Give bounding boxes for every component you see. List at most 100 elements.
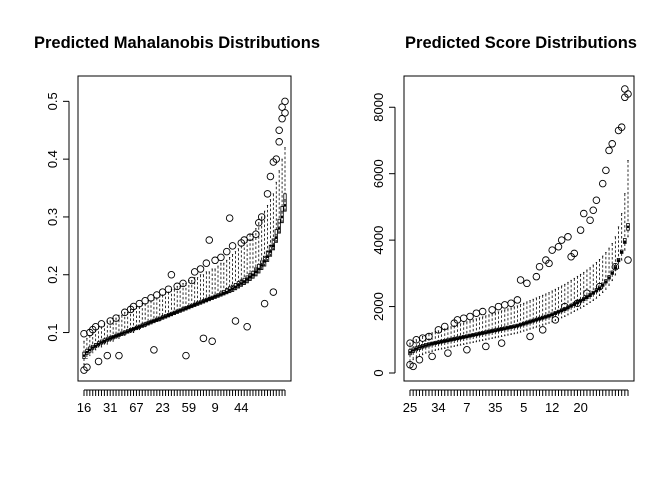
outlier-point: [83, 363, 91, 371]
outlier-point: [281, 109, 289, 117]
outlier-point: [103, 351, 112, 360]
outlier-point: [281, 97, 289, 106]
box-group: [547, 292, 551, 324]
box-group: [458, 323, 463, 346]
box-group: [433, 331, 438, 351]
box-group: [512, 306, 516, 335]
outlier-point: [497, 339, 506, 347]
outlier-point: [112, 314, 120, 322]
outlier-point: [595, 282, 604, 291]
x-tick-label: 44: [234, 400, 248, 415]
box-group: [427, 333, 431, 353]
x-tick-label: 67: [129, 400, 143, 415]
outlier-point: [598, 179, 607, 188]
box-group: [108, 320, 112, 342]
box-group: [610, 243, 614, 282]
box-group: [430, 332, 434, 352]
outlier-point: [409, 362, 417, 371]
outlier-point: [190, 268, 199, 276]
box-group: [137, 306, 141, 331]
box-group: [114, 317, 118, 339]
panel-score: Predicted Score Distributions 0 2000 4000 6…: [371, 34, 637, 415]
box-group: [274, 181, 278, 243]
x-tick-label: 23: [155, 400, 169, 415]
box-group: [222, 262, 226, 296]
box: [283, 193, 287, 212]
outlier-point: [222, 247, 231, 256]
outlier-point: [516, 276, 525, 284]
outlier-point: [602, 166, 610, 175]
box-group: [131, 309, 136, 333]
box-group: [102, 323, 107, 345]
box-group: [262, 210, 267, 267]
box-group: [82, 340, 86, 365]
x-tick-label: 34: [431, 400, 445, 415]
plot-frame: [77, 75, 292, 382]
box-group: [216, 265, 220, 298]
outlier-point: [164, 285, 173, 293]
box-group: [175, 285, 179, 314]
box-group: [480, 316, 485, 341]
y-tick-label: 0.4: [45, 150, 60, 168]
box-group: [626, 160, 630, 238]
box-group: [569, 279, 573, 314]
box-group: [251, 233, 255, 279]
plot-area-mahalanobis: 0.1 0.2 0.3 0.4 0.5 16 31 67 23 59 9 44: [45, 75, 292, 415]
box-group: [544, 293, 548, 325]
x-tick-label: 59: [182, 400, 196, 415]
box-group: [613, 236, 618, 276]
box-group: [594, 261, 599, 299]
outlier-point: [532, 272, 541, 281]
box-group: [436, 330, 441, 351]
outlier-point: [243, 323, 251, 331]
outlier-point: [272, 155, 281, 163]
outlier-point: [246, 233, 254, 241]
chart-title-mahalanobis: Predicted Mahalanobis Distributions: [34, 34, 320, 52]
outlier-point: [278, 103, 286, 111]
outlier-point: [150, 346, 158, 354]
box-group: [128, 309, 133, 333]
box-group: [257, 222, 261, 274]
outlier-point: [153, 291, 161, 299]
box-group: [563, 283, 567, 317]
box-group: [155, 297, 159, 322]
box-group: [85, 337, 89, 359]
box-group: [149, 300, 153, 325]
outlier-point: [91, 323, 100, 331]
outlier-point: [231, 317, 240, 325]
outlier-point: [97, 320, 106, 328]
outlier-point: [592, 196, 601, 205]
outlier-point: [624, 90, 632, 98]
outlier-point: [263, 190, 272, 198]
outlier-point: [211, 256, 219, 265]
box-group: [181, 283, 185, 312]
outlier-point: [269, 288, 278, 296]
box-group: [619, 213, 624, 261]
box-group: [172, 288, 176, 316]
box-group: [271, 193, 275, 251]
y-tick-label: 4000: [371, 226, 386, 255]
box-group: [461, 322, 466, 345]
box-group: [490, 313, 494, 339]
box-group: [242, 242, 246, 285]
outlier-point: [167, 270, 176, 279]
outlier-point: [202, 259, 211, 267]
box-group: [588, 267, 592, 303]
box-group: [236, 248, 241, 289]
box-group: [283, 147, 287, 212]
box: [274, 229, 278, 243]
box-group: [591, 264, 595, 301]
box-group: [559, 285, 564, 319]
box-group: [169, 288, 174, 317]
outlier-point: [589, 206, 597, 214]
outlier-point: [459, 314, 468, 322]
box-group: [146, 300, 150, 326]
outlier-point: [507, 299, 515, 307]
box-group: [537, 296, 542, 327]
box-group: [528, 300, 532, 330]
outlier-point: [564, 233, 572, 241]
box-group: [446, 327, 450, 349]
outlier-point: [205, 236, 214, 244]
outlier-point: [121, 308, 129, 317]
